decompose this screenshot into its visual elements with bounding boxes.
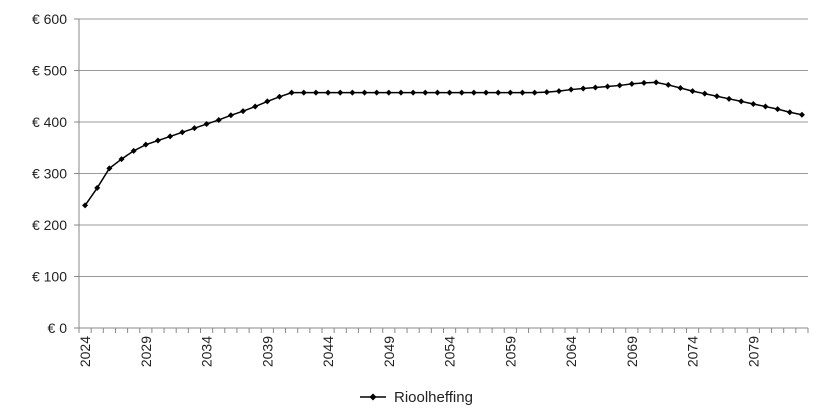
y-tick-label: € 200: [32, 217, 67, 233]
data-point: [786, 109, 793, 116]
data-point: [240, 108, 247, 115]
legend-label: Rioolheffing: [394, 389, 473, 406]
y-tick-label: € 300: [32, 166, 67, 182]
x-tick-label: 2054: [442, 336, 458, 367]
x-axis-ticks: 2024 2029 2034 2039 2044 2049 2054 2059 2064 2069…: [77, 328, 809, 367]
data-point: [446, 89, 453, 96]
data-point: [580, 85, 587, 92]
data-point: [592, 84, 599, 91]
data-point: [507, 89, 514, 96]
y-tick-label: € 0: [48, 320, 68, 336]
data-point: [252, 103, 259, 110]
x-tick-label: 2044: [320, 336, 336, 367]
data-point: [774, 106, 781, 113]
x-tick-label: 2034: [199, 336, 215, 367]
data-point: [361, 89, 368, 96]
data-point: [434, 89, 441, 96]
data-point: [130, 147, 137, 154]
data-point: [726, 95, 733, 102]
data-point: [337, 89, 344, 96]
data-point: [191, 125, 198, 132]
x-tick-label: 2029: [138, 336, 154, 367]
data-point: [750, 100, 757, 107]
data-point: [677, 85, 684, 92]
data-point: [288, 89, 295, 96]
data-point: [653, 79, 660, 86]
data-point: [325, 89, 332, 96]
data-point: [94, 184, 101, 191]
data-point: [215, 116, 222, 123]
x-tick-label: 2074: [685, 336, 701, 367]
data-point: [82, 202, 89, 209]
legend: Rioolheffing: [360, 389, 473, 406]
data-point: [555, 88, 562, 95]
x-tick-label: 2064: [563, 336, 579, 367]
data-point: [568, 86, 575, 93]
series-line-rioolheffing: [84, 81, 803, 206]
y-tick-label: € 600: [32, 11, 67, 27]
data-point: [179, 129, 186, 136]
data-point: [604, 83, 611, 90]
data-point: [495, 89, 502, 96]
data-point: [458, 89, 465, 96]
y-axis-ticks: € 0 € 100 € 200 € 300 € 400 € 500 € 600: [32, 11, 79, 336]
data-point: [689, 88, 696, 95]
data-point: [385, 89, 392, 96]
data-point: [470, 89, 477, 96]
y-tick-label: € 100: [32, 269, 67, 285]
series-layer: [82, 79, 805, 209]
data-point: [227, 112, 234, 119]
data-point: [142, 141, 149, 148]
x-tick-label: 2039: [259, 336, 275, 367]
data-point: [106, 165, 113, 172]
x-tick-label: 2069: [624, 336, 640, 367]
data-point: [628, 80, 635, 87]
data-point: [543, 89, 550, 96]
data-point: [519, 89, 526, 96]
gridlines: [79, 18, 808, 277]
data-point: [167, 133, 174, 140]
data-point: [665, 81, 672, 88]
y-tick-label: € 500: [32, 63, 67, 79]
data-point: [531, 89, 538, 96]
y-tick-label: € 400: [32, 114, 67, 130]
data-point: [264, 98, 271, 105]
data-point: [312, 89, 319, 96]
x-tick-label: 2024: [77, 336, 93, 367]
data-point: [640, 79, 647, 86]
data-point: [616, 82, 623, 89]
legend-diamond-marker: [369, 393, 377, 401]
data-point: [300, 89, 307, 96]
data-point: [397, 89, 404, 96]
x-tick-label: 2049: [381, 336, 397, 367]
data-point: [483, 89, 490, 96]
data-point: [410, 89, 417, 96]
x-tick-label: 2059: [502, 336, 518, 367]
data-point: [276, 93, 283, 100]
data-point: [701, 90, 708, 97]
data-point: [713, 93, 720, 100]
data-point: [373, 89, 380, 96]
data-point: [762, 103, 769, 110]
data-point: [154, 137, 161, 144]
data-point: [738, 98, 745, 105]
data-point: [118, 156, 125, 163]
data-point: [203, 121, 210, 128]
x-tick-label: 2079: [745, 336, 761, 367]
data-point: [422, 89, 429, 96]
data-point: [349, 89, 356, 96]
data-point: [798, 111, 805, 118]
